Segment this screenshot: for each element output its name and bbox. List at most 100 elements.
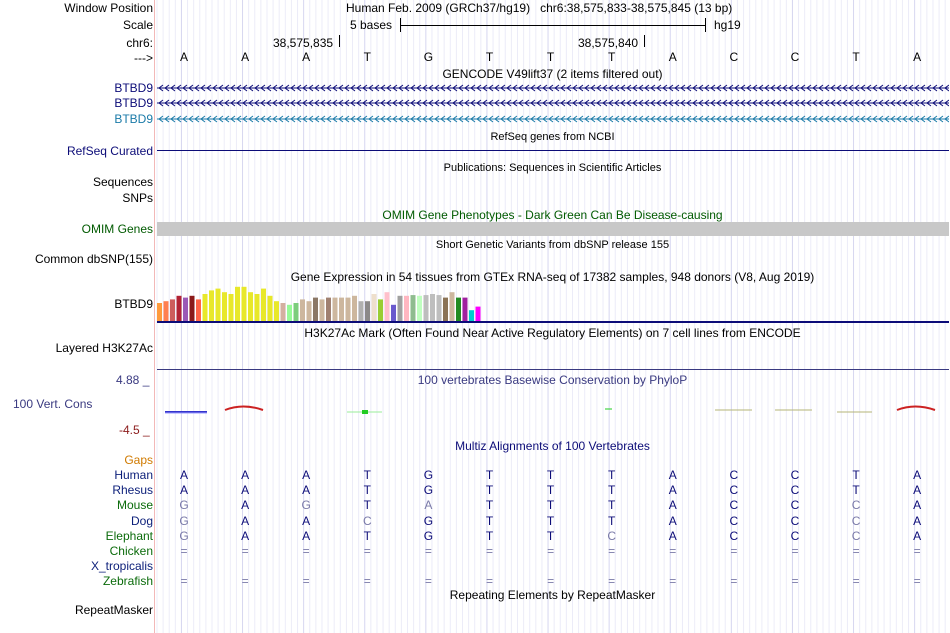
strand-arrow xyxy=(668,84,674,92)
strand-arrow xyxy=(926,99,932,107)
multiz-base: A xyxy=(241,483,250,498)
reference-base: T xyxy=(546,50,555,64)
repeatmasker-label[interactable]: RepeatMasker xyxy=(74,603,153,617)
multiz-base: C xyxy=(729,528,739,543)
strand-arrow xyxy=(212,115,218,123)
strand-arrow xyxy=(404,115,410,123)
multiz-species-label[interactable]: Elephant xyxy=(105,528,153,543)
reference-base: A xyxy=(913,50,922,64)
gtex-tissue-bar xyxy=(417,295,422,321)
strand-arrow xyxy=(626,115,632,123)
strand-arrow xyxy=(674,99,680,107)
multiz-species-label[interactable]: X_tropicalis xyxy=(90,559,153,574)
multiz-base: C xyxy=(790,528,800,543)
conservation-label[interactable]: 100 Vert. Cons xyxy=(13,397,93,411)
strand-arrow xyxy=(782,99,788,107)
strand-arrow xyxy=(662,115,668,123)
multiz-species-label[interactable]: Human xyxy=(114,468,153,482)
gencode-track-title[interactable]: GENCODE V49lift37 (2 items filtered out) xyxy=(442,67,663,81)
strand-arrow xyxy=(758,115,764,123)
strand-arrow xyxy=(734,84,740,92)
h3k27ac-track-title[interactable]: H3K27Ac Mark (Often Found Near Active Re… xyxy=(304,326,801,340)
strand-arrow xyxy=(602,84,608,92)
strand-arrow xyxy=(194,115,200,123)
gencode-item-label-2[interactable]: BTBD9 xyxy=(114,96,153,110)
multiz-species-label[interactable]: Chicken xyxy=(109,544,153,558)
gtex-tissue-bar xyxy=(254,294,260,321)
strand-arrow xyxy=(224,115,230,123)
gencode-gene-1[interactable] xyxy=(157,83,949,93)
strand-arrow xyxy=(932,99,938,107)
multiz-track-title[interactable]: Multiz Alignments of 100 Vertebrates xyxy=(455,439,650,453)
strand-arrow xyxy=(452,115,458,123)
gencode-gene-3[interactable] xyxy=(157,114,949,124)
dbsnp-track-title[interactable]: Short Genetic Variants from dbSNP releas… xyxy=(435,239,670,251)
strand-arrow xyxy=(644,99,650,107)
gtex-tissue-bar xyxy=(274,301,279,321)
strand-arrow xyxy=(458,115,464,123)
strand-arrow xyxy=(410,115,416,123)
multiz-base: A xyxy=(241,513,250,528)
refseq-track-title[interactable]: RefSeq genes from NCBI xyxy=(490,131,615,143)
strand-arrow xyxy=(776,115,782,123)
pubs-track-title[interactable]: Publications: Sequences in Scientific Ar… xyxy=(443,162,662,174)
strand-arrow xyxy=(560,115,566,123)
strand-arrow xyxy=(854,115,860,123)
cons-signal-8 xyxy=(896,405,936,411)
strand-arrow xyxy=(302,84,308,92)
conservation-track-title[interactable]: 100 vertebrates Basewise Conservation by… xyxy=(417,373,688,387)
strand-arrow xyxy=(236,84,242,92)
gtex-expression-bars[interactable] xyxy=(157,284,557,322)
multiz-base: = xyxy=(363,574,371,589)
omim-track-title[interactable]: OMIM Gene Phenotypes - Dark Green Can Be… xyxy=(382,208,723,222)
multiz-base: = xyxy=(669,544,677,558)
strand-arrow xyxy=(296,99,302,107)
gtex-tissue-bar xyxy=(436,295,442,321)
gencode-item-label-1[interactable]: BTBD9 xyxy=(114,81,153,95)
strand-arrow xyxy=(614,115,620,123)
gtex-label[interactable]: BTBD9 xyxy=(114,297,153,311)
strand-arrow xyxy=(872,84,878,92)
strand-arrow xyxy=(602,99,608,107)
strand-arrow xyxy=(200,99,206,107)
strand-arrow xyxy=(494,99,500,107)
pubs-label-sequences[interactable]: Sequences xyxy=(92,175,153,189)
multiz-base: C xyxy=(729,498,739,513)
omim-label[interactable]: OMIM Genes xyxy=(81,222,153,236)
gtex-tissue-bar xyxy=(326,297,331,321)
strand-arrow xyxy=(206,84,212,92)
strand-arrow xyxy=(200,115,206,123)
strand-arrow xyxy=(428,99,434,107)
multiz-species-label[interactable]: Zebrafish xyxy=(102,574,153,589)
gencode-gene-2[interactable] xyxy=(157,98,949,108)
strand-arrow xyxy=(944,84,949,92)
repeatmasker-track-title[interactable]: Repeating Elements by RepeatMasker xyxy=(449,588,656,602)
gtex-tissue-bar xyxy=(241,286,247,321)
multiz-species-label[interactable]: Mouse xyxy=(116,498,153,513)
multiz-species-label[interactable]: Rhesus xyxy=(112,483,153,498)
gtex-tissue-bar xyxy=(189,295,195,321)
omim-phenotype-bar[interactable] xyxy=(157,222,949,236)
strand-arrow xyxy=(836,115,842,123)
strand-arrow xyxy=(446,99,452,107)
pubs-label-snps[interactable]: SNPs xyxy=(122,191,153,205)
strand-arrow xyxy=(602,115,608,123)
h3k27ac-label[interactable]: Layered H3K27Ac xyxy=(55,341,153,355)
strand-arrow xyxy=(236,115,242,123)
strand-arrow xyxy=(692,99,698,107)
strand-arrow xyxy=(710,115,716,123)
multiz-base: C xyxy=(851,513,861,528)
dbsnp-label[interactable]: Common dbSNP(155) xyxy=(34,252,153,266)
refseq-label[interactable]: RefSeq Curated xyxy=(66,144,153,158)
gaps-label[interactable]: Gaps xyxy=(124,453,153,467)
conservation-plot[interactable] xyxy=(157,400,949,420)
strand-arrow xyxy=(452,99,458,107)
refseq-gene-line[interactable] xyxy=(157,150,949,151)
multiz-species-label[interactable]: Dog xyxy=(130,513,153,528)
strand-arrow xyxy=(914,115,920,123)
gtex-track-title[interactable]: Gene Expression in 54 tissues from GTEx … xyxy=(290,270,815,284)
gencode-item-label-3[interactable]: BTBD9 xyxy=(114,112,153,126)
strand-arrow xyxy=(866,99,872,107)
strand-arrow xyxy=(398,84,404,92)
strand-arrow xyxy=(476,84,482,92)
